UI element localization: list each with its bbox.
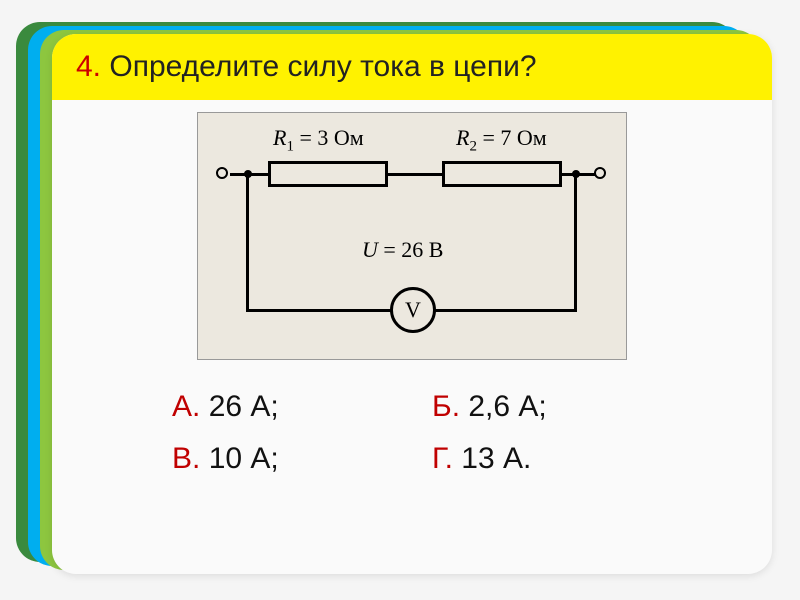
- label-u: U = 26 В: [362, 237, 443, 263]
- label-r2: R2 = 7 Ом: [456, 125, 547, 155]
- label-r1: R1 = 3 Ом: [273, 125, 364, 155]
- wire: [388, 173, 442, 176]
- question-text: Определите силу тока в цепи?: [109, 50, 536, 83]
- circuit-diagram: R1 = 3 Ом R2 = 7 Ом U = 26 В: [197, 112, 627, 360]
- answer-a[interactable]: А. 26 А;: [172, 390, 392, 424]
- resistor-r1: [268, 161, 388, 187]
- answer-grid: А. 26 А; Б. 2,6 А; В. 10 А; Г. 13 А.: [52, 360, 772, 476]
- answer-letter: Б.: [432, 390, 460, 423]
- voltmeter-label: V: [405, 297, 421, 323]
- question-header: 4. Определите силу тока в цепи?: [52, 34, 772, 100]
- card-stack: 4. Определите силу тока в цепи? R1 = 3 О…: [40, 30, 760, 570]
- main-card: 4. Определите силу тока в цепи? R1 = 3 О…: [52, 34, 772, 574]
- wire: [434, 309, 577, 312]
- answer-g[interactable]: Г. 13 А.: [432, 442, 652, 476]
- answer-value: 10 А;: [200, 442, 278, 475]
- question-number: 4.: [76, 50, 101, 83]
- diagram-container: R1 = 3 Ом R2 = 7 Ом U = 26 В: [52, 100, 772, 360]
- answer-b[interactable]: Б. 2,6 А;: [432, 390, 652, 424]
- answer-v[interactable]: В. 10 А;: [172, 442, 392, 476]
- answer-value: 13 А.: [453, 442, 531, 475]
- answer-value: 26 А;: [200, 390, 278, 423]
- answer-letter: Г.: [432, 442, 453, 475]
- answer-letter: В.: [172, 442, 200, 475]
- voltmeter: V: [390, 287, 436, 333]
- answer-letter: А.: [172, 390, 200, 423]
- terminal-right: [594, 167, 606, 179]
- terminal-left: [216, 167, 228, 179]
- wire: [574, 173, 577, 311]
- answer-value: 2,6 А;: [460, 390, 547, 423]
- wire: [246, 309, 392, 312]
- resistor-r2: [442, 161, 562, 187]
- wire: [246, 173, 249, 311]
